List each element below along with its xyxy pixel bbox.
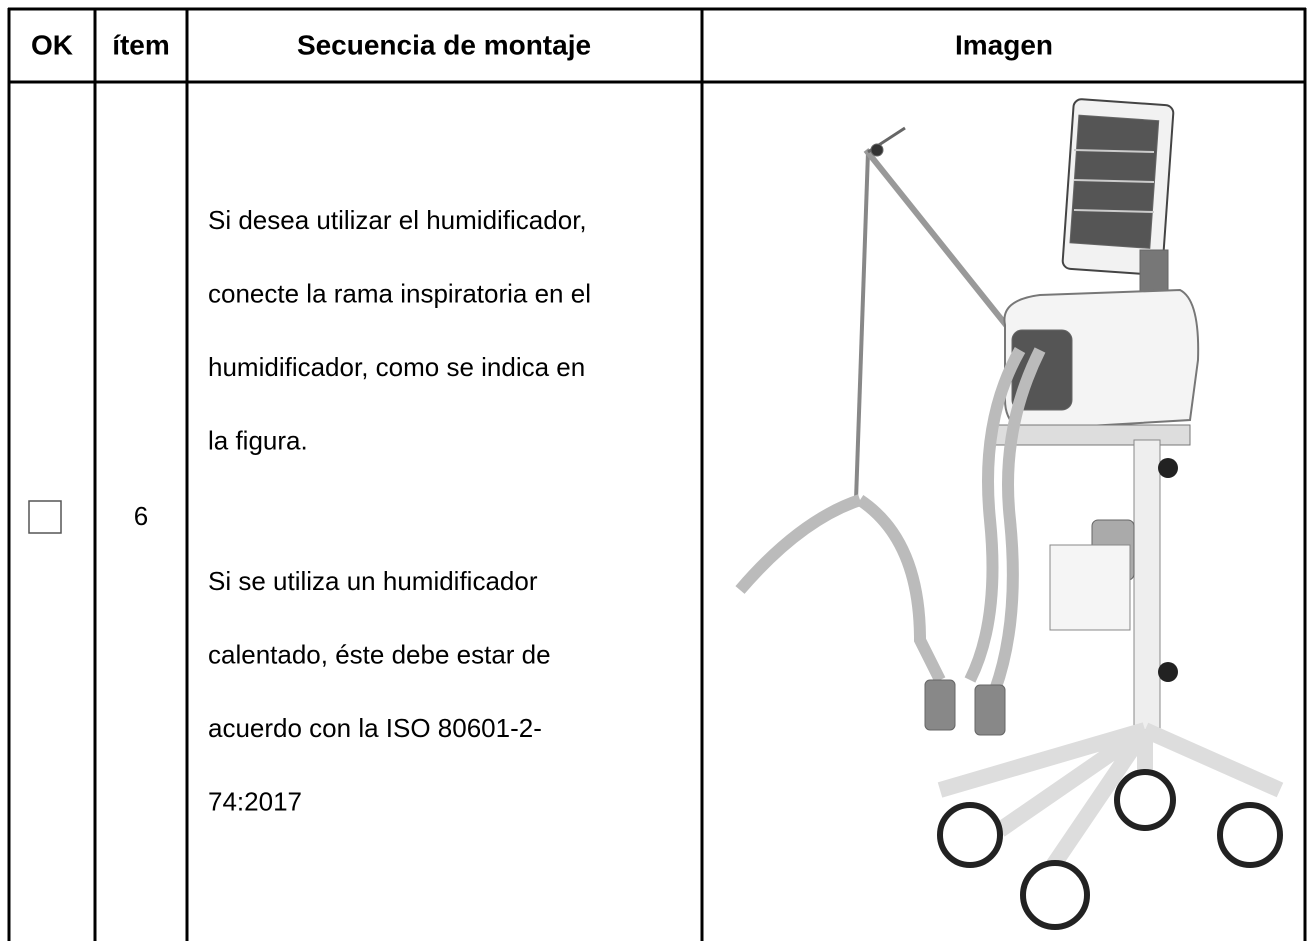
sequence-line: humidificador, como se indica en <box>208 352 585 382</box>
header-cell: ítem <box>112 29 170 60</box>
header-cell: Imagen <box>955 29 1053 60</box>
sequence-line: 74:2017 <box>208 786 302 816</box>
sequence-line: acuerdo con la ISO 80601-2- <box>208 713 542 743</box>
sequence-line: calentado, éste debe estar de <box>208 639 551 669</box>
checkbox[interactable] <box>28 500 62 534</box>
ventilator-image <box>735 98 1284 930</box>
sequence-line: Si se utiliza un humidificador <box>208 566 538 596</box>
table-rules <box>7 7 1307 941</box>
header-cell: Secuencia de montaje <box>297 29 591 60</box>
sequence-line: Si desea utilizar el humidificador, <box>208 205 587 235</box>
item-number: 6 <box>134 501 148 531</box>
sequence-line: la figura. <box>208 425 308 455</box>
sequence-line: conecte la rama inspiratoria en el <box>208 278 591 308</box>
header-cell: OK <box>31 29 73 60</box>
